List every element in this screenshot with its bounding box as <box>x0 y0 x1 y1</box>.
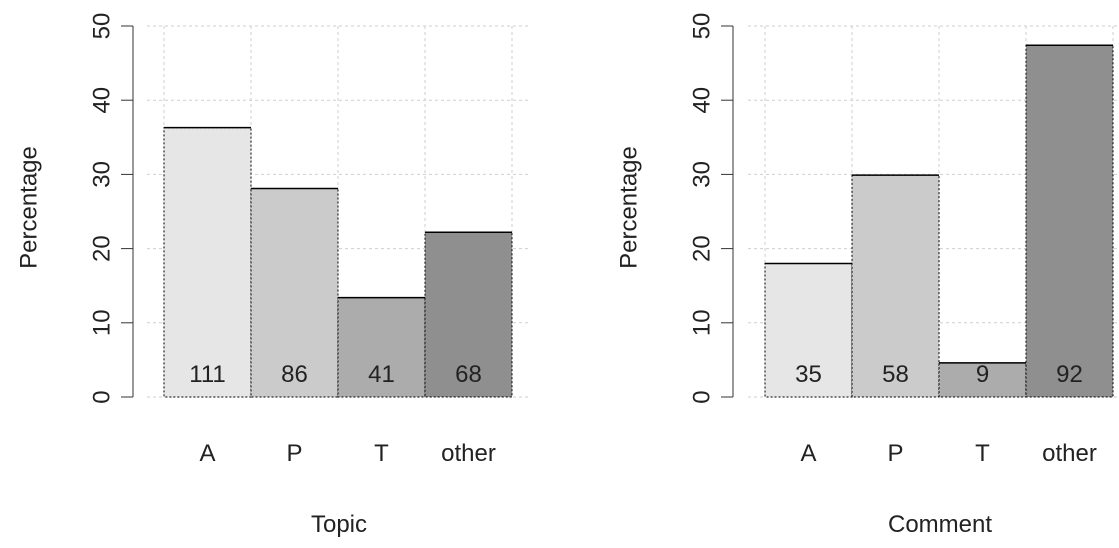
bar-a <box>163 127 252 398</box>
y-tick-label: 30 <box>688 161 715 188</box>
count-label: 41 <box>368 361 395 388</box>
category-tick-label: P <box>286 440 302 467</box>
x-axis-title: Topic <box>311 511 367 538</box>
category-tick-label: other <box>441 440 496 467</box>
bar-p <box>851 174 940 398</box>
bar-other <box>424 231 513 398</box>
category-tick-label: T <box>975 440 990 467</box>
category-tick-label: T <box>374 440 389 467</box>
bar-a <box>764 262 853 398</box>
y-tick-label: 0 <box>688 390 715 403</box>
bar-t <box>938 362 1027 398</box>
count-label: 111 <box>189 361 225 388</box>
topic-chart: 111 A 86 P 41 T 68 other 0 10 20 30 40 50 Percentage To… <box>15 13 529 538</box>
y-tick-label: 20 <box>88 235 115 262</box>
bar-other <box>1025 44 1114 398</box>
y-tick-label: 50 <box>688 13 715 40</box>
y-axis-title: Percentage <box>15 146 42 269</box>
y-tick-label: 40 <box>688 87 715 114</box>
y-tick-label: 10 <box>688 309 715 336</box>
y-tick-label: 30 <box>88 161 115 188</box>
count-label: 68 <box>455 361 482 388</box>
category-tick-label: A <box>800 440 816 467</box>
category-tick-label: other <box>1042 440 1097 467</box>
count-label: 9 <box>976 361 989 388</box>
count-label: 92 <box>1056 361 1083 388</box>
bar-t <box>337 297 426 398</box>
count-label: 35 <box>795 361 822 388</box>
y-axis-title: Percentage <box>615 146 642 269</box>
y-tick-label: 50 <box>88 13 115 40</box>
comment-chart: 35 A 58 P 9 T 92 other 0 10 20 30 40 50 Percentage Comm… <box>615 13 1119 538</box>
y-tick-label: 20 <box>688 235 715 262</box>
bar-p <box>250 187 339 398</box>
x-axis-title: Comment <box>888 511 992 538</box>
y-tick-label: 0 <box>88 390 115 403</box>
count-label: 58 <box>882 361 909 388</box>
y-tick-label: 40 <box>88 87 115 114</box>
category-tick-label: P <box>887 440 903 467</box>
category-tick-label: A <box>199 440 215 467</box>
y-tick-label: 10 <box>88 309 115 336</box>
count-label: 86 <box>281 361 308 388</box>
